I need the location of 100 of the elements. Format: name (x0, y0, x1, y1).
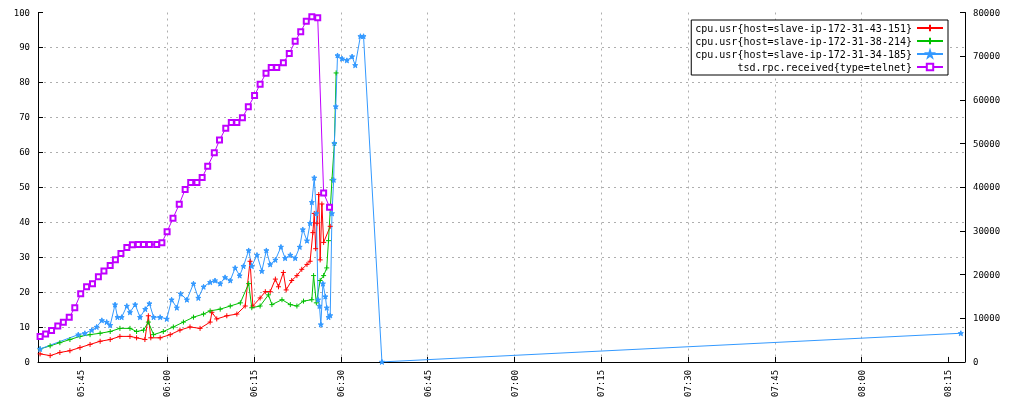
point (100, 267, 108, 275)
y-tick-label: 10 (19, 321, 30, 332)
point (106, 261, 114, 269)
point (210, 149, 218, 157)
point (140, 327, 147, 334)
point (307, 258, 314, 265)
point (268, 301, 275, 308)
point (280, 269, 287, 276)
point (145, 319, 152, 326)
point (257, 294, 264, 301)
y2-tick-label: 0 (973, 356, 979, 367)
point (283, 286, 290, 293)
y2-tick-label: 80000 (973, 7, 1001, 18)
point (297, 28, 305, 36)
point (66, 336, 73, 343)
y-tick-label: 40 (19, 217, 30, 228)
point (308, 13, 316, 21)
point (180, 319, 187, 326)
point (71, 304, 79, 312)
point (123, 243, 131, 251)
point (47, 352, 54, 359)
point (257, 303, 264, 309)
point (314, 220, 321, 227)
y-tick-label: 50 (19, 182, 30, 193)
y-tick-label: 0 (24, 356, 30, 367)
legend-label: cpu.usr{host=slave-ip-172-31-38-214} (695, 35, 912, 47)
point (88, 280, 96, 288)
point (83, 283, 91, 291)
y-tick-label: 70 (19, 112, 30, 123)
point (94, 273, 102, 281)
point (170, 323, 177, 330)
point (323, 264, 330, 271)
point (76, 344, 83, 351)
point (197, 325, 204, 332)
point (187, 178, 195, 186)
x-tick-label: 08:15 (943, 369, 954, 397)
y2-tick-label: 60000 (973, 94, 1001, 105)
point (158, 239, 166, 247)
point (227, 303, 234, 309)
point (167, 331, 174, 338)
y-tick-label: 80 (19, 77, 30, 88)
point (207, 319, 214, 326)
point (163, 228, 171, 236)
y-tick-label: 20 (19, 287, 30, 298)
legend-label: cpu.usr{host=slave-ip-172-31-43-151} (695, 22, 912, 34)
point (176, 327, 183, 334)
point (97, 330, 104, 337)
point (222, 124, 230, 132)
point (233, 119, 241, 127)
point (293, 272, 300, 279)
point (42, 330, 50, 338)
point (233, 311, 240, 318)
point (175, 200, 183, 208)
point (262, 69, 270, 77)
point (87, 331, 94, 338)
point (251, 91, 259, 99)
legend-label: cpu.usr{host=slave-ip-172-31-34-185} (695, 48, 912, 60)
y2-tick-label: 20000 (973, 269, 1001, 280)
y2-tick-label: 50000 (973, 138, 1001, 149)
point (200, 311, 207, 318)
point (107, 336, 114, 343)
y2-tick-label: 70000 (973, 51, 1001, 62)
x-tick-label: 06:15 (249, 369, 260, 397)
point (56, 339, 63, 346)
point (320, 189, 328, 197)
point (287, 301, 294, 308)
point (223, 312, 230, 319)
point (87, 341, 94, 348)
y-tick-label: 100 (13, 7, 30, 18)
point (65, 313, 73, 321)
point (238, 114, 246, 122)
point (107, 328, 114, 335)
x-tick-label: 08:00 (856, 369, 867, 397)
point (116, 325, 123, 332)
point (54, 322, 62, 330)
point (245, 280, 252, 287)
point (216, 136, 224, 144)
point (300, 298, 307, 305)
point (298, 266, 305, 273)
point (48, 326, 56, 334)
point (133, 334, 140, 341)
x-tick-label: 07:45 (769, 369, 780, 397)
point (59, 318, 67, 326)
legend-label: tsd.rpc.received{type=telnet} (737, 61, 912, 73)
point (213, 315, 220, 322)
point (293, 303, 300, 309)
x-tick-label: 06:30 (335, 369, 346, 397)
point (66, 347, 73, 354)
point (126, 325, 133, 332)
point (193, 178, 201, 186)
point (47, 342, 54, 349)
point (326, 203, 334, 211)
y2-tick-label: 40000 (973, 182, 1001, 193)
point (77, 290, 85, 298)
point (272, 276, 279, 283)
point (288, 277, 295, 284)
point (204, 162, 212, 170)
point (36, 333, 44, 341)
point (318, 200, 325, 207)
point (217, 306, 224, 313)
